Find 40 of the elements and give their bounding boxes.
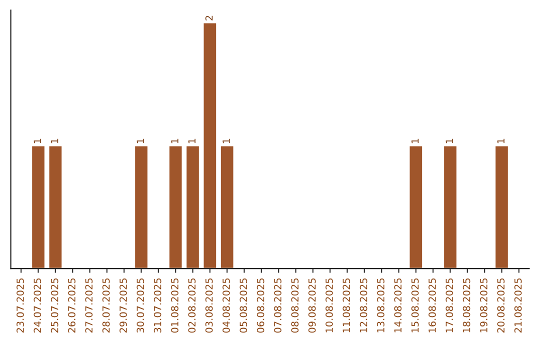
x-tick-label: 14.08.2025 <box>394 278 402 332</box>
x-tick-label: 10.08.2025 <box>326 278 333 332</box>
data-label: 1 <box>412 138 419 144</box>
data-label: 1 <box>222 138 230 144</box>
x-tick-label: 01.08.2025 <box>171 278 178 333</box>
x-tick-label: 11.08.2025 <box>342 278 350 332</box>
x-tick-label: 17.08.2025 <box>446 278 454 332</box>
x-tick-label: 09.08.2025 <box>308 278 316 333</box>
x-tick-label: 05.08.2025 <box>240 278 248 333</box>
x-tick-label: 30.07.2025 <box>136 278 144 333</box>
x-tick-label: 26.07.2025 <box>68 278 76 333</box>
data-label: 1 <box>136 138 144 144</box>
data-label: 1 <box>497 138 504 144</box>
x-tick-label: 06.08.2025 <box>256 278 264 333</box>
x-tick-label: 03.08.2025 <box>205 278 213 333</box>
x-tick-label: 04.08.2025 <box>222 278 230 333</box>
x-tick-label: 07.08.2025 <box>274 278 282 333</box>
x-tick-label: 15.08.2025 <box>411 278 419 332</box>
x-tick-label: 31.07.2025 <box>154 278 162 333</box>
x-tick-label: 25.07.2025 <box>50 278 58 333</box>
data-label: 2 <box>205 16 213 20</box>
x-tick-label: 12.08.2025 <box>360 278 368 332</box>
x-tick-label: 18.08.2025 <box>462 278 470 332</box>
x-tick-label: 23.07.2025 <box>16 278 24 333</box>
x-tick-label: 16.08.2025 <box>428 278 436 332</box>
data-label: 1 <box>171 138 178 144</box>
data-label: 1 <box>446 138 453 144</box>
x-tick-label: 02.08.2025 <box>188 278 196 333</box>
x-tick-label: 24.07.2025 <box>34 278 42 333</box>
data-label: 1 <box>188 138 196 144</box>
x-tick-label: 27.07.2025 <box>85 278 93 333</box>
x-tick-label: 29.07.2025 <box>120 278 127 333</box>
x-tick-label: 13.08.2025 <box>377 278 384 332</box>
x-tick-label: 08.08.2025 <box>291 278 299 333</box>
data-label: 1 <box>34 138 41 144</box>
x-tick-label: 21.08.2025 <box>514 278 522 333</box>
data-label: 1 <box>51 138 58 144</box>
x-tick-label: 20.08.2025 <box>497 278 505 333</box>
x-tick-label: 28.07.2025 <box>102 278 110 333</box>
x-tick-label: 19.08.2025 <box>480 278 488 332</box>
